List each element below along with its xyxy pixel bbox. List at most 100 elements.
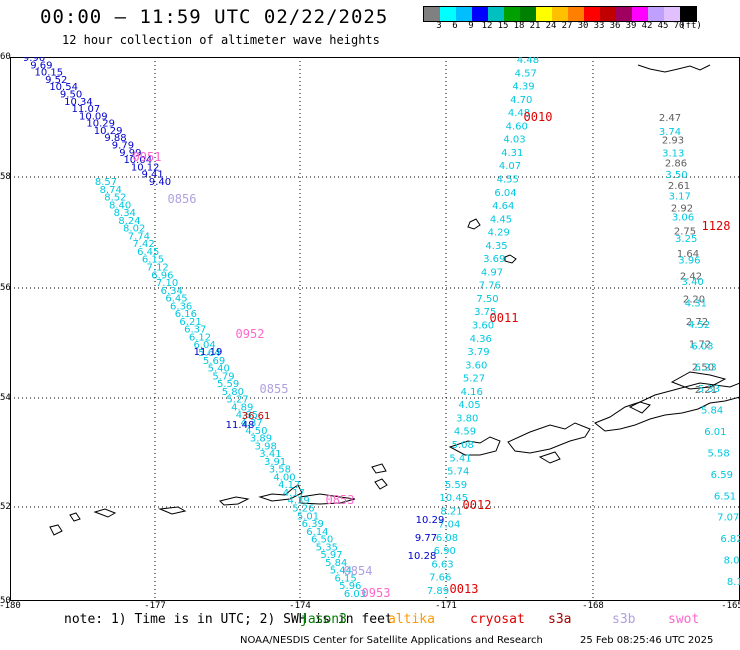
- wave-height-value: 3.50: [665, 170, 687, 181]
- wave-height-value: 7.12: [147, 263, 169, 274]
- wave-height-value: 7.89: [427, 586, 449, 597]
- wave-height-value: 5.79: [212, 371, 234, 382]
- wave-height-value: 4.16: [461, 387, 483, 398]
- coastline: [637, 64, 711, 73]
- wave-height-value: 6.01: [704, 427, 726, 438]
- colorbar-swatch: [536, 7, 552, 21]
- wave-height-value: 10.29: [416, 515, 445, 526]
- wave-height-value: 3.58: [269, 465, 291, 476]
- wave-height-value: 6.45: [165, 294, 187, 305]
- colorbar-tick-label: 70: [673, 21, 685, 31]
- wave-height-value: 3.41: [259, 449, 281, 460]
- wave-height-value: 7.74: [128, 231, 150, 242]
- pass-time-label: 1128: [702, 219, 731, 233]
- wave-height-value: 6.37: [184, 325, 206, 336]
- wave-height-value: 6.12: [189, 332, 211, 343]
- coastline: [467, 218, 481, 230]
- wave-height-value: 3.60: [472, 321, 494, 332]
- wave-height-value: 10.04: [123, 155, 152, 166]
- wave-height-value: 9.99: [119, 148, 141, 159]
- colorbar-swatch: [520, 7, 536, 21]
- coastline: [594, 382, 740, 432]
- wave-height-value: 8.10: [727, 577, 740, 588]
- wave-height-value: 6.03: [344, 589, 366, 600]
- colorbar-tick-label: (ft): [680, 21, 702, 31]
- coastline: [670, 371, 727, 390]
- wave-height-value: 10.12: [131, 162, 160, 173]
- lat-label: 54: [0, 393, 11, 403]
- wave-height-value: 6.04: [194, 340, 216, 351]
- wave-height-value: 3.60: [465, 360, 487, 371]
- coastline: [219, 496, 250, 506]
- wave-height-value: 10.15: [35, 68, 64, 79]
- wave-height-value: 9.52: [45, 75, 67, 86]
- coastline: [371, 463, 387, 474]
- wave-height-value: 9.50: [60, 89, 82, 100]
- wave-height-value: 8.34: [114, 208, 136, 219]
- colorbar-tick-label: 42: [641, 21, 653, 31]
- wave-height-value: 6.50: [311, 535, 333, 546]
- wave-height-value: 7.10: [156, 278, 178, 289]
- lat-label: 58: [0, 172, 11, 182]
- timestamp-text: 25 Feb 08:25:46 UTC 2025: [580, 635, 714, 646]
- pass-time-label: 0011: [490, 311, 519, 325]
- wave-height-value: 6.63: [431, 559, 453, 570]
- wave-height-value: 11.48: [226, 420, 255, 431]
- coastline: [49, 524, 63, 536]
- wave-height-value: 2.92: [671, 204, 693, 215]
- colorbar-swatch: [664, 7, 680, 21]
- colorbar-swatch: [552, 7, 568, 21]
- wave-height-value: 4.89: [231, 402, 253, 413]
- legend-swot: swot: [668, 612, 700, 627]
- wave-height-value: 4.64: [492, 201, 514, 212]
- wave-height-value: 11.19: [194, 347, 223, 358]
- coastline: [69, 512, 81, 522]
- lat-label: 50: [0, 596, 11, 606]
- wave-height-value: 6.23: [694, 363, 716, 374]
- wave-height-value: 4.60: [506, 121, 528, 132]
- wave-height-value: 9.40: [149, 177, 171, 188]
- wave-height-value: 4.17: [278, 480, 300, 491]
- wave-height-value: 7.50: [476, 294, 498, 305]
- colorbar-swatch: [600, 7, 616, 21]
- wave-height-value: 4.50: [245, 426, 267, 437]
- pass-time-label: 0952: [236, 327, 265, 341]
- colorbar-tick-label: 24: [545, 21, 557, 31]
- pass-time-label: 0856: [168, 192, 197, 206]
- wave-height-value: 4.70: [510, 95, 532, 106]
- wave-height-value: 6.15: [334, 573, 356, 584]
- coastline: [158, 506, 187, 515]
- colorbar-tick-label: 12: [481, 21, 493, 31]
- pass-time-label: 0953: [362, 586, 391, 600]
- wave-height-value: 3.80: [456, 413, 478, 424]
- wave-height-value: 7.76: [479, 281, 501, 292]
- wave-height-value: 5.69: [203, 356, 225, 367]
- colorbar-swatch: [440, 7, 456, 21]
- colorbar-swatch: [488, 7, 504, 21]
- wave-height-value: 8.52: [104, 193, 126, 204]
- lon-label: -165: [721, 601, 740, 611]
- colorbar-tick-label: 30: [577, 21, 589, 31]
- coastline: [374, 478, 388, 490]
- wave-height-value: 4.39: [287, 496, 309, 507]
- wave-height-value: 3.25: [675, 234, 697, 245]
- wave-height-value: 5.40: [208, 364, 230, 375]
- pass-time-label: 0013: [450, 582, 479, 596]
- wave-height-value: 4.52: [688, 320, 710, 331]
- wave-height-value: 6.14: [306, 527, 328, 538]
- wave-height-value: 5.96: [339, 581, 361, 592]
- wave-height-value: 5.27: [226, 395, 248, 406]
- lat-label: 56: [0, 283, 11, 293]
- wave-height-value: 5.08: [452, 440, 474, 451]
- wave-height-value: 5.74: [447, 467, 469, 478]
- wave-height-value: 7.66: [429, 573, 451, 584]
- wave-height-value: 4.36: [470, 334, 492, 345]
- wave-height-value: 10.29: [94, 126, 123, 137]
- colorbar-swatch: [456, 7, 472, 21]
- wave-height-value: 10.54: [49, 82, 78, 93]
- coastline: [299, 493, 356, 505]
- colorbar-tick-label: 9: [468, 21, 474, 31]
- coastline: [538, 451, 561, 464]
- wave-height-value: 4.35: [485, 241, 507, 252]
- wave-height-value: 5.80: [222, 387, 244, 398]
